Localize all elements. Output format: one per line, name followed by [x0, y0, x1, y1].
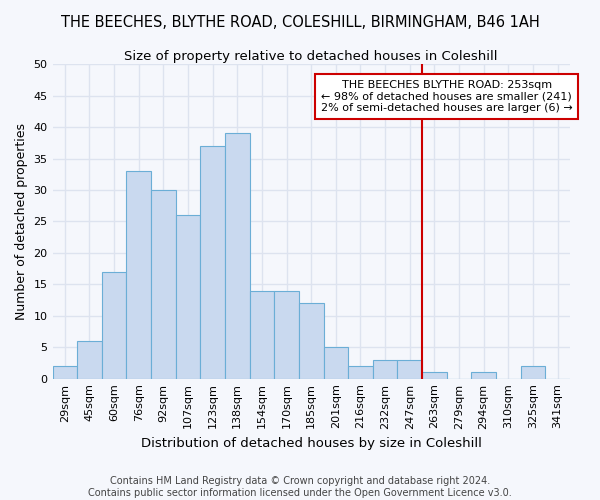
Bar — [472, 372, 496, 378]
Text: Contains HM Land Registry data © Crown copyright and database right 2024.
Contai: Contains HM Land Registry data © Crown c… — [88, 476, 512, 498]
Bar — [299, 303, 323, 378]
Bar — [274, 290, 299, 378]
Bar — [151, 190, 176, 378]
Bar — [250, 290, 274, 378]
X-axis label: Distribution of detached houses by size in Coleshill: Distribution of detached houses by size … — [141, 437, 482, 450]
Bar — [348, 366, 373, 378]
Bar — [102, 272, 127, 378]
Bar — [127, 171, 151, 378]
Text: THE BEECHES, BLYTHE ROAD, COLESHILL, BIRMINGHAM, B46 1AH: THE BEECHES, BLYTHE ROAD, COLESHILL, BIR… — [61, 15, 539, 30]
Bar — [323, 347, 348, 378]
Text: THE BEECHES BLYTHE ROAD: 253sqm
← 98% of detached houses are smaller (241)
2% of: THE BEECHES BLYTHE ROAD: 253sqm ← 98% of… — [321, 80, 572, 113]
Bar — [225, 134, 250, 378]
Bar — [77, 341, 102, 378]
Bar — [422, 372, 446, 378]
Bar — [53, 366, 77, 378]
Title: Size of property relative to detached houses in Coleshill: Size of property relative to detached ho… — [124, 50, 498, 63]
Bar — [176, 215, 200, 378]
Bar — [200, 146, 225, 378]
Y-axis label: Number of detached properties: Number of detached properties — [15, 123, 28, 320]
Bar — [521, 366, 545, 378]
Bar — [373, 360, 397, 378]
Bar — [397, 360, 422, 378]
